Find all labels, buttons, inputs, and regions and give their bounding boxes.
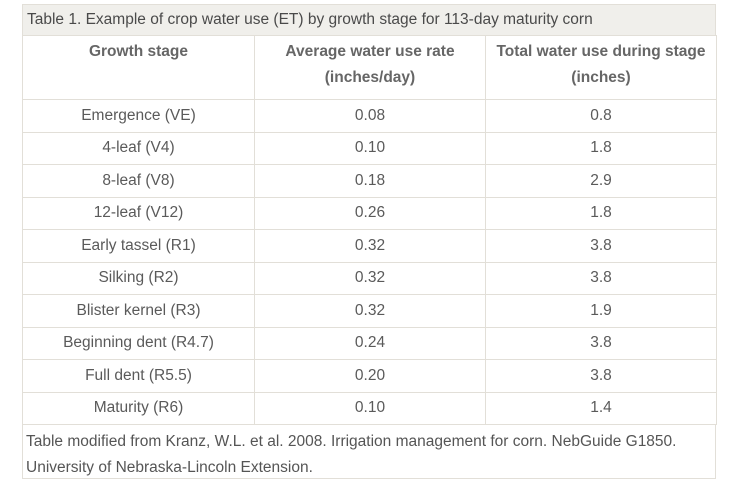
cell-average-rate: 0.32 [254, 229, 486, 263]
cell-average-rate: 0.20 [254, 359, 486, 393]
table-header-row: Growth stage Average water use rate (inc… [22, 35, 717, 100]
cell-average-rate: 0.18 [254, 164, 486, 198]
cell-growth-stage: Early tassel (R1) [22, 229, 255, 263]
cell-growth-stage: 4-leaf (V4) [22, 131, 255, 165]
cell-growth-stage: Beginning dent (R4.7) [22, 326, 255, 360]
cell-growth-stage: Emergence (VE) [22, 99, 255, 133]
table-row: Maturity (R6) 0.10 1.4 [22, 391, 717, 425]
cell-total-use: 3.8 [485, 261, 717, 295]
header-average-rate-line1: Average water use rate [285, 43, 455, 60]
water-use-table: Growth stage Average water use rate (inc… [22, 35, 717, 425]
table-row: 8-leaf (V8) 0.18 2.9 [22, 164, 717, 198]
cell-average-rate: 0.32 [254, 294, 486, 328]
header-average-rate-line2: (inches/day) [324, 69, 416, 86]
table-row: Silking (R2) 0.32 3.8 [22, 261, 717, 295]
cell-total-use: 1.9 [485, 294, 717, 328]
cell-total-use: 1.8 [485, 131, 717, 165]
cell-total-use: 1.4 [485, 391, 717, 425]
cell-total-use: 3.8 [485, 229, 717, 263]
header-growth-stage-label: Growth stage [88, 43, 189, 60]
cell-average-rate: 0.24 [254, 326, 486, 360]
crop-water-use-table-container: Table 1. Example of crop water use (ET) … [22, 4, 717, 479]
header-total-water-use: Total water use during stage (inches) [485, 35, 717, 100]
table-row: 4-leaf (V4) 0.10 1.8 [22, 131, 717, 165]
cell-total-use: 0.8 [485, 99, 717, 133]
cell-average-rate: 0.32 [254, 261, 486, 295]
table-row: Beginning dent (R4.7) 0.24 3.8 [22, 326, 717, 360]
table-row: Early tassel (R1) 0.32 3.8 [22, 229, 717, 263]
cell-average-rate: 0.10 [254, 391, 486, 425]
cell-growth-stage: Silking (R2) [22, 261, 255, 295]
table-caption: Table 1. Example of crop water use (ET) … [22, 4, 716, 35]
footnote-line-1: Table modified from Kranz, W.L. et al. 2… [26, 433, 677, 450]
table-row: Blister kernel (R3) 0.32 1.9 [22, 294, 717, 328]
cell-average-rate: 0.10 [254, 131, 486, 165]
cell-growth-stage: Maturity (R6) [22, 391, 255, 425]
cell-average-rate: 0.26 [254, 196, 486, 230]
cell-total-use: 3.8 [485, 359, 717, 393]
header-average-water-use-rate: Average water use rate (inches/day) [254, 35, 486, 100]
cell-growth-stage: Full dent (R5.5) [22, 359, 255, 393]
table-row: Full dent (R5.5) 0.20 3.8 [22, 359, 717, 393]
cell-growth-stage: 12-leaf (V12) [22, 196, 255, 230]
table-row: 12-leaf (V12) 0.26 1.8 [22, 196, 717, 230]
cell-growth-stage: Blister kernel (R3) [22, 294, 255, 328]
footnote-line-2: University of Nebraska-Lincoln Extension… [26, 459, 313, 476]
cell-total-use: 3.8 [485, 326, 717, 360]
header-growth-stage: Growth stage [22, 35, 255, 100]
cell-average-rate: 0.08 [254, 99, 486, 133]
cell-total-use: 1.8 [485, 196, 717, 230]
table-row: Emergence (VE) 0.08 0.8 [22, 99, 717, 133]
cell-total-use: 2.9 [485, 164, 717, 198]
header-total-use-line2: (inches) [571, 69, 631, 86]
header-total-use-line1: Total water use during stage [496, 43, 706, 60]
table-footnote: Table modified from Kranz, W.L. et al. 2… [22, 425, 716, 479]
cell-growth-stage: 8-leaf (V8) [22, 164, 255, 198]
